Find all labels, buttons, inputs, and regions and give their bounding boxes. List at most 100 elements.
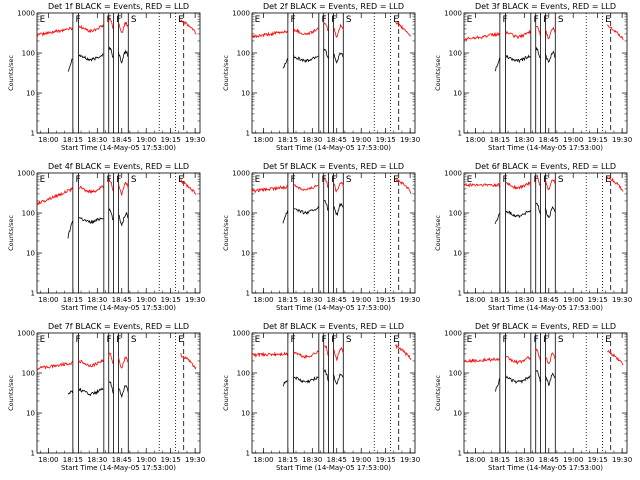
y-axis-label: Counts/sec (7, 215, 15, 251)
x-tick-label: 19:00 (563, 456, 583, 464)
lld-series-line (36, 178, 197, 206)
x-tick-label: 18:15 (63, 296, 83, 304)
x-tick-label: 19:30 (612, 296, 632, 304)
x-tick-label: 18:45 (539, 456, 559, 464)
y-axis-label: Counts/sec (222, 375, 230, 411)
region-marker-e: E (605, 175, 611, 185)
region-marker-f: F (331, 335, 336, 345)
x-tick-label: 19:15 (161, 456, 181, 464)
region-marker-f: F (290, 175, 295, 185)
x-tick-label: 18:45 (327, 456, 347, 464)
x-tick-label: 19:00 (351, 456, 371, 464)
region-marker-e: E (40, 15, 46, 25)
x-tick-label: 18:00 (253, 136, 273, 144)
x-tick-label: 19:15 (161, 296, 181, 304)
region-marker-e: E (467, 175, 473, 185)
x-tick-label: 18:30 (87, 136, 107, 144)
y-tick-label: 100 (237, 50, 250, 58)
region-marker-f: F (321, 175, 326, 185)
lld-series-line (463, 175, 624, 192)
chart-title: Det 1f BLACK = Events, RED = LLD (48, 2, 189, 11)
x-tick-label: 19:30 (185, 136, 205, 144)
x-tick-label: 18:30 (302, 136, 322, 144)
lld-series-line (463, 348, 624, 366)
region-marker-e: E (255, 175, 261, 185)
x-tick-label: 18:30 (514, 296, 534, 304)
region-marker-s: S (131, 15, 137, 25)
events-series-line (494, 46, 556, 72)
region-marker-e: E (255, 15, 261, 25)
region-marker-f: F (543, 175, 548, 185)
chart-panel-7: Det 7f BLACK = Events, RED = LLD 1 10 100 10… (7, 322, 205, 472)
region-marker-s: S (346, 335, 352, 345)
y-axis-label: Counts/sec (434, 55, 442, 91)
y-tick-label: 1 (458, 450, 462, 458)
region-marker-f: F (331, 15, 336, 25)
region-marker-f: F (106, 335, 111, 345)
x-tick-label: 18:45 (112, 456, 132, 464)
region-marker-f: F (533, 15, 538, 25)
y-axis-label: Counts/sec (222, 215, 230, 251)
x-axis-label: Start Time (14-May-05 17:53:00) (276, 144, 391, 152)
x-tick-label: 19:00 (351, 296, 371, 304)
region-marker-s: S (131, 335, 137, 345)
lld-series-line (463, 24, 624, 42)
events-series-line (67, 208, 129, 239)
x-axis-label: Start Time (14-May-05 17:53:00) (276, 464, 391, 472)
events-series-line (282, 200, 344, 224)
chart-title: Det 6f BLACK = Events, RED = LLD (475, 162, 616, 171)
x-axis-label: Start Time (14-May-05 17:53:00) (61, 304, 176, 312)
lld-series-line (251, 343, 412, 362)
x-tick-label: 18:00 (465, 136, 485, 144)
y-tick-label: 100 (237, 210, 250, 218)
x-axis-label: Start Time (14-May-05 17:53:00) (61, 144, 176, 152)
y-tick-label: 100 (22, 210, 35, 218)
chart-title: Det 8f BLACK = Events, RED = LLD (263, 322, 404, 331)
region-marker-e: E (393, 335, 399, 345)
x-tick-label: 18:00 (253, 456, 273, 464)
x-tick-label: 18:45 (112, 296, 132, 304)
x-tick-label: 18:00 (38, 456, 58, 464)
y-tick-label: 10 (26, 90, 35, 98)
region-marker-f: F (502, 335, 507, 345)
region-marker-f: F (533, 175, 538, 185)
x-tick-label: 18:30 (514, 456, 534, 464)
y-tick-label: 10 (241, 90, 250, 98)
lld-series-line (36, 17, 197, 37)
y-tick-label: 10 (241, 250, 250, 258)
x-axis-label: Start Time (14-May-05 17:53:00) (488, 304, 603, 312)
region-marker-f: F (116, 335, 121, 345)
y-tick-label: 10 (26, 410, 35, 418)
x-tick-label: 19:00 (563, 296, 583, 304)
region-marker-e: E (40, 335, 46, 345)
region-marker-f: F (321, 335, 326, 345)
y-tick-label: 1000 (17, 170, 35, 178)
x-axis-label: Start Time (14-May-05 17:53:00) (276, 304, 391, 312)
region-marker-e: E (393, 15, 399, 25)
x-tick-label: 19:15 (376, 296, 396, 304)
region-marker-f: F (116, 15, 121, 25)
y-tick-label: 1 (246, 450, 250, 458)
x-tick-label: 19:30 (400, 456, 420, 464)
x-axis-label: Start Time (14-May-05 17:53:00) (61, 464, 176, 472)
x-tick-label: 19:15 (376, 456, 396, 464)
region-marker-s: S (558, 335, 564, 345)
x-tick-label: 18:15 (278, 136, 298, 144)
events-series-line (67, 381, 129, 399)
x-tick-label: 18:15 (490, 136, 510, 144)
x-tick-label: 19:15 (588, 456, 608, 464)
y-tick-label: 1000 (444, 330, 462, 338)
region-marker-s: S (558, 175, 564, 185)
lld-series-line (36, 352, 197, 371)
x-tick-label: 18:30 (302, 456, 322, 464)
region-marker-e: E (605, 335, 611, 345)
x-tick-label: 18:00 (465, 456, 485, 464)
chart-title: Det 4f BLACK = Events, RED = LLD (48, 162, 189, 171)
region-marker-f: F (75, 335, 80, 345)
y-tick-label: 100 (449, 210, 462, 218)
x-tick-label: 18:45 (539, 136, 559, 144)
y-tick-label: 100 (22, 50, 35, 58)
lld-series-line (251, 177, 412, 194)
x-tick-label: 18:15 (490, 456, 510, 464)
x-tick-label: 18:00 (465, 296, 485, 304)
